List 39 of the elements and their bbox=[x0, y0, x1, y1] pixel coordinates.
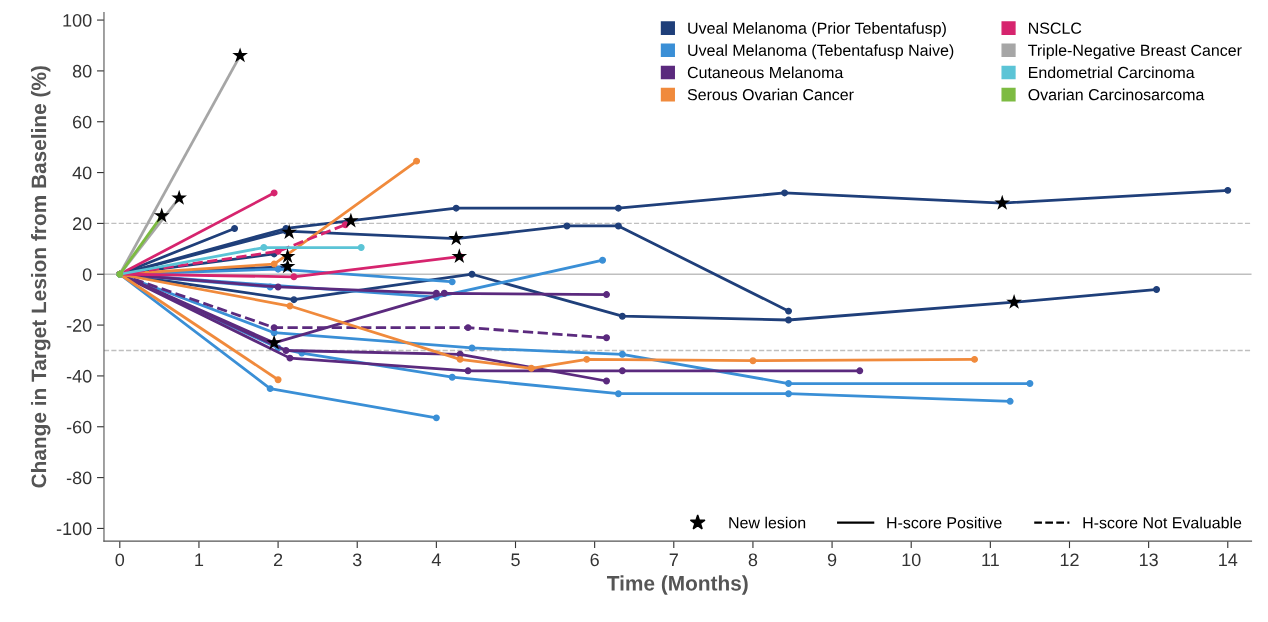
y-tick-label: 20 bbox=[73, 217, 92, 231]
x-tick-label: 10 bbox=[902, 553, 921, 567]
legend-label: Uveal Melanoma (Prior Tebentafusp) bbox=[688, 22, 946, 37]
x-tick-label: 14 bbox=[1219, 553, 1238, 567]
x-tick-label: 9 bbox=[827, 553, 837, 567]
x-tick-label: 6 bbox=[590, 553, 599, 567]
y-axis-title: Change in Target Lesion from Baseline (%) bbox=[30, 66, 51, 488]
y-tick-label: 100 bbox=[63, 14, 92, 27]
x-tick-label: 3 bbox=[352, 553, 362, 567]
x-tick-label: 7 bbox=[669, 553, 678, 567]
legend-label: Cutaneous Melanoma bbox=[687, 66, 844, 79]
y-tick-label: 80 bbox=[72, 64, 92, 78]
legend-label: Uveal Melanoma (Tebentafusp Naive) bbox=[688, 44, 954, 60]
y-tick-label: -80 bbox=[66, 471, 92, 485]
legend-label: Serous Ovarian Cancer bbox=[687, 88, 854, 101]
y-tick-label: 60 bbox=[73, 115, 92, 129]
x-tick-label: 8 bbox=[748, 553, 758, 567]
legend-label: H-score Not Evaluable bbox=[1083, 516, 1242, 529]
x-tick-label: 4 bbox=[431, 553, 441, 567]
legend-label: Endometrial Carcinoma bbox=[1029, 66, 1195, 79]
y-tick-label: -60 bbox=[66, 420, 92, 434]
x-tick-label: 12 bbox=[1060, 553, 1079, 567]
legend-label: H-score Positive bbox=[887, 516, 1002, 529]
x-tick-label: 11 bbox=[982, 553, 999, 567]
x-tick-label: 1 bbox=[195, 553, 204, 567]
x-tick-label: 2 bbox=[273, 553, 283, 567]
y-tick-label: -40 bbox=[66, 369, 92, 383]
x-tick-label: 13 bbox=[1139, 553, 1158, 567]
legend-label: New lesion bbox=[729, 516, 806, 529]
y-tick-label: -20 bbox=[66, 319, 92, 332]
y-tick-label: -100 bbox=[56, 522, 92, 536]
legend-label: Triple-Negative Breast Cancer bbox=[1028, 44, 1242, 60]
legend-label: Ovarian Carcinosarcoma bbox=[1028, 88, 1205, 101]
y-tick-label: 0 bbox=[82, 268, 92, 281]
x-tick-label: 5 bbox=[511, 553, 520, 567]
x-tick-label: 0 bbox=[115, 553, 125, 567]
y-tick-label: 40 bbox=[72, 166, 92, 180]
x-axis-title: Time (Months) bbox=[607, 575, 748, 595]
legend-label: NSCLC bbox=[1029, 22, 1082, 34]
